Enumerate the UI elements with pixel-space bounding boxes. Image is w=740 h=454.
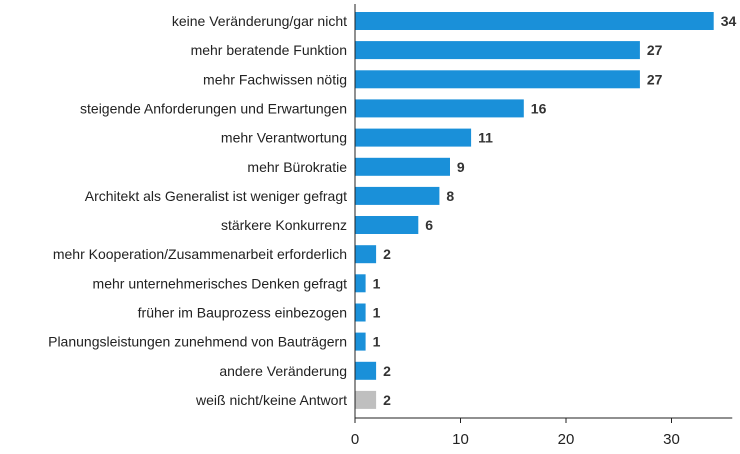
value-label-9: 2 [383, 246, 391, 262]
category-label-3: mehr Fachwissen nötig [203, 71, 347, 87]
category-label-13: andere Veränderung [219, 363, 347, 379]
x-tick-label-10: 10 [452, 431, 469, 448]
value-label-3: 27 [647, 71, 663, 87]
bar-10 [355, 274, 366, 293]
value-label-10: 1 [373, 275, 381, 291]
x-tick-label-20: 20 [558, 431, 575, 448]
value-label-12: 1 [373, 334, 381, 350]
bar-11 [355, 303, 366, 322]
x-axis: 0 10 20 30 [351, 4, 733, 448]
bar-3 [355, 70, 640, 89]
value-label-13: 2 [383, 363, 391, 379]
bar-9 [355, 245, 377, 264]
value-label-6: 9 [457, 159, 465, 175]
value-label-5: 11 [478, 130, 493, 146]
bar-2 [355, 41, 640, 60]
category-label-6: mehr Bürokratie [247, 159, 347, 175]
category-label-14: weiß nicht/keine Antwort [195, 392, 347, 408]
bar-4 [355, 99, 524, 118]
bar-5 [355, 128, 472, 147]
category-label-4: steigende Anforderungen und Erwartungen [80, 100, 347, 116]
value-label-7: 8 [446, 188, 454, 204]
value-label-2: 27 [647, 42, 663, 58]
bar-12 [355, 332, 366, 351]
category-label-1: keine Veränderung/gar nicht [172, 13, 347, 29]
bar-7 [355, 186, 440, 205]
value-label-11: 1 [373, 305, 381, 321]
category-label-5: mehr Verantwortung [221, 130, 347, 146]
value-label-4: 16 [531, 100, 547, 116]
category-label-8: stärkere Konkurrenz [221, 217, 347, 233]
value-label-8: 6 [425, 217, 433, 233]
value-label-1: 34 [721, 13, 737, 29]
category-label-12: Planungsleistungen zunehmend von Bauträg… [48, 334, 347, 350]
x-tick-label-0: 0 [351, 431, 359, 448]
bars-layer [355, 12, 714, 409]
bar-1 [355, 12, 714, 30]
bar-6 [355, 157, 450, 176]
x-tick-label-30: 30 [663, 431, 680, 448]
category-label-10: mehr unternehmerisches Denken gefragt [93, 275, 348, 291]
bar-8 [355, 216, 419, 234]
bar-13 [355, 361, 377, 380]
bar-14 [355, 390, 377, 409]
category-labels-layer: keine Veränderung/gar nicht mehr beratend… [48, 13, 347, 408]
category-label-7: Architekt als Generalist ist weniger gef… [85, 188, 347, 204]
value-label-14: 2 [383, 392, 391, 408]
category-label-2: mehr beratende Funktion [191, 42, 347, 58]
category-label-9: mehr Kooperation/Zusammenarbeit erforder… [53, 246, 347, 262]
category-label-11: früher im Bauprozess einbezogen [138, 305, 347, 321]
